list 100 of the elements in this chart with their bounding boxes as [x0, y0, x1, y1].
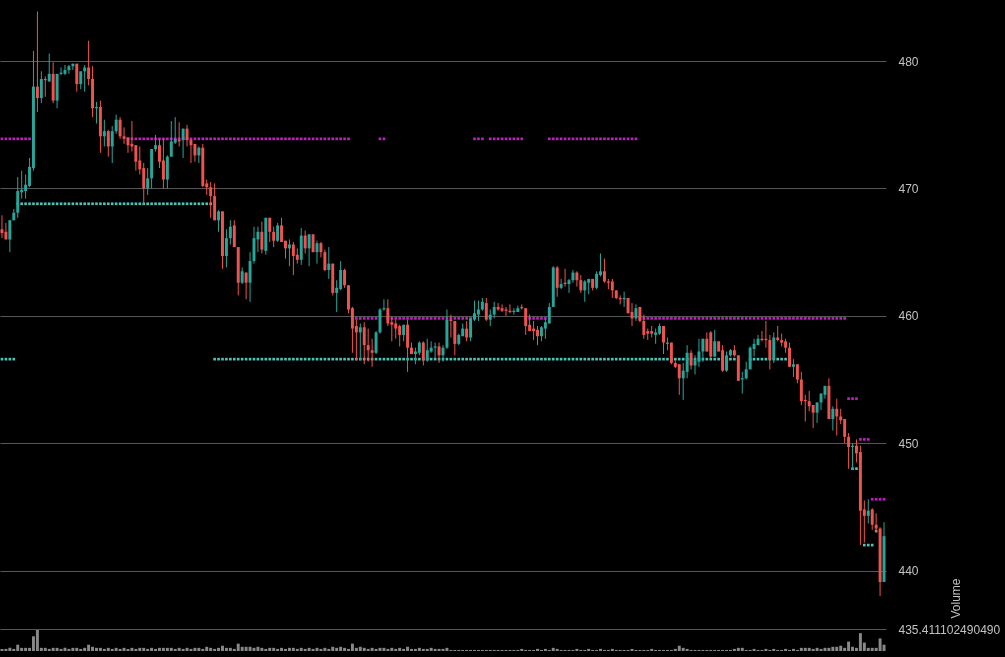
bar: [165, 647, 169, 651]
bar: [47, 648, 51, 651]
bar: [374, 648, 378, 651]
bar: [327, 648, 331, 651]
bar: [347, 648, 350, 651]
bar: [177, 647, 181, 651]
bar: [677, 645, 681, 651]
bar: [386, 648, 390, 651]
bar: [445, 647, 449, 651]
candlestick: [343, 268, 347, 289]
bar: [35, 630, 39, 651]
candlestick: [228, 219, 232, 246]
bar: [4, 648, 8, 651]
bar: [83, 647, 87, 651]
candlestick: [307, 233, 311, 267]
candlestick: [224, 228, 228, 268]
candlestick: [575, 270, 579, 288]
candlestick: [291, 241, 295, 276]
candlestick: [232, 219, 236, 248]
bar: [75, 647, 79, 651]
bar: [232, 648, 236, 651]
bar: [51, 647, 55, 651]
candlestick: [843, 418, 847, 444]
bar: [685, 648, 689, 651]
bar: [173, 648, 177, 651]
candlestick: [303, 230, 307, 254]
candlestick: [35, 10, 39, 113]
bar: [67, 648, 71, 651]
bar: [331, 646, 335, 651]
bar: [410, 648, 413, 651]
bar: [217, 647, 221, 651]
candlestick: [583, 279, 587, 303]
bar: [366, 648, 370, 651]
candlestick: [559, 278, 563, 290]
bar: [803, 647, 807, 651]
bar: [835, 646, 839, 651]
candlestick: [268, 217, 272, 243]
bar: [284, 648, 287, 651]
bar: [335, 647, 339, 651]
bar: [764, 648, 768, 651]
candlestick: [536, 325, 539, 346]
bar: [240, 646, 244, 651]
y-tick-label: 440: [898, 564, 919, 579]
bar: [819, 648, 823, 651]
candlestick: [118, 116, 122, 140]
bar: [20, 647, 24, 651]
y-axis-title: Volume: [948, 578, 963, 619]
bar: [847, 641, 851, 651]
bar: [575, 648, 579, 651]
bar: [154, 648, 158, 651]
bar: [839, 645, 843, 651]
bar: [799, 647, 803, 651]
y-tick-label: 470: [898, 181, 919, 196]
bar: [807, 647, 811, 651]
bar: [555, 648, 559, 651]
candlestick: [398, 324, 402, 347]
candlestick: [740, 371, 744, 395]
bar: [358, 646, 362, 651]
bar: [169, 647, 173, 651]
y-tick-label: 480: [898, 54, 919, 69]
bar: [354, 647, 358, 651]
bar: [740, 647, 744, 651]
bar: [161, 647, 165, 651]
bar: [272, 647, 276, 651]
bar: [311, 648, 315, 651]
bar: [650, 648, 654, 651]
bar: [319, 648, 323, 651]
bar: [772, 648, 776, 651]
candlestick: [217, 209, 221, 233]
bar: [827, 647, 831, 651]
candlestick: [847, 432, 851, 470]
bar: [12, 648, 16, 651]
candlestick: [0, 214, 4, 239]
candlestick: [602, 258, 606, 284]
bar: [260, 647, 264, 651]
candlestick: [831, 405, 835, 431]
candlestick: [866, 498, 870, 524]
bar: [193, 647, 197, 651]
candlestick: [799, 371, 803, 406]
bar: [402, 648, 406, 651]
bar: [362, 647, 366, 651]
bar: [264, 648, 268, 651]
bar: [221, 645, 224, 651]
bar: [158, 647, 161, 651]
bar: [394, 648, 398, 651]
bar: [413, 648, 417, 651]
candlestick: [47, 52, 51, 83]
bar: [110, 648, 114, 651]
candlestick: [39, 70, 43, 104]
bar: [421, 648, 425, 651]
bar: [150, 647, 154, 651]
bar: [122, 647, 126, 651]
candlestick: [272, 226, 276, 248]
bar: [71, 647, 75, 651]
candlestick: [835, 398, 839, 437]
candlestick: [67, 64, 71, 75]
bar: [382, 647, 386, 651]
y-tick-label: 460: [898, 309, 919, 324]
bar: [8, 647, 12, 651]
bar: [858, 633, 862, 651]
